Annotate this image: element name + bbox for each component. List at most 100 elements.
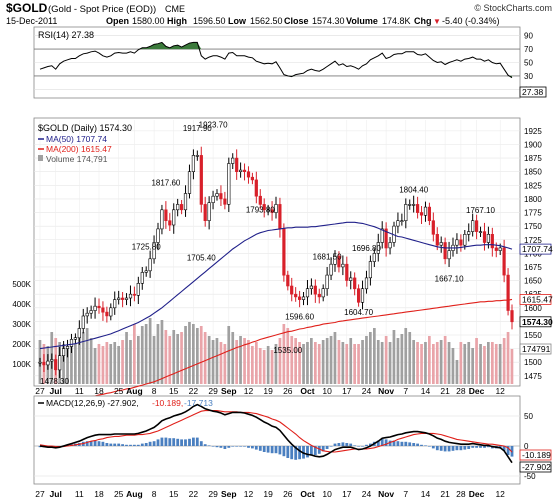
candle-body [180,204,184,211]
macd-histogram-bar [262,446,266,452]
x-axis-label: Sep [221,386,237,396]
candle-body [356,288,361,303]
macd-histogram-bar [428,446,431,447]
candle-body [97,305,101,309]
candle-body [262,204,266,211]
volume-bar [196,328,199,384]
candle-body [89,310,93,314]
volume-tick-label: 300K [12,320,31,329]
macd-histogram-bar [404,441,408,446]
volume-bar [78,336,81,384]
volume-bar [211,340,215,384]
macd-histogram-bar [203,444,207,446]
volume-bar [443,336,447,384]
x-axis-label: Aug [126,489,143,499]
x-axis-label: 18 [94,489,104,499]
x-axis-label: Jul [50,489,62,499]
macd-histogram-bar [286,446,290,458]
macd-histogram-bar [439,446,443,451]
candle-body [408,204,412,206]
candle-body [274,204,278,213]
macd-histogram-bar [400,441,404,446]
volume-bar [235,340,238,384]
candle-body [459,239,463,246]
macd-histogram-bar [243,446,246,447]
candle-body [156,228,160,243]
price-tick-label: 1875 [524,154,542,163]
x-axis-label: Oct [300,489,314,499]
volume-bar [85,328,89,384]
volume-bar [388,342,392,384]
x-axis-label: 12 [244,386,254,396]
candle-body [46,360,50,366]
macd-histogram-bar [247,446,250,448]
candle-body [341,263,345,268]
volume-bar [101,346,105,384]
macd-histogram-bar [317,446,321,454]
volume-bar [140,326,144,384]
price-annotation: 1923.70 [199,121,228,130]
volume-bar [353,344,356,384]
macd-histogram-bar [207,445,211,446]
x-axis-label: Aug [126,386,143,396]
candle-body [168,220,172,226]
candle-body [54,359,58,371]
volume-bar [188,322,191,384]
price-tick-label: 1475 [524,372,542,381]
candle-body [258,195,262,205]
volume-bar [168,336,172,384]
volume-bar [270,350,274,384]
candle-body [140,272,144,284]
volume-bar [306,342,309,384]
chg-value: -5.40 (-0.34%) [442,16,500,26]
candle-body [278,204,282,230]
price-tick-label: 1825 [524,181,542,190]
legend-ma200: MA(200) 1615.47 [46,144,112,154]
candle-body [423,206,428,216]
macd-histogram-bar [392,440,396,446]
macd-histogram-bar [369,443,372,446]
macd-histogram-bar [219,446,223,448]
candle-body [105,311,109,317]
macd-histogram-bar [321,446,325,452]
x-axis-label: 18 [94,386,104,396]
macd-histogram-bar [349,443,353,446]
candle-body [191,155,196,172]
candle-body [494,247,498,251]
macd-signal-line [39,410,513,453]
macd-histogram-bar [294,446,298,460]
legend-volume: Volume 174,791 [46,154,108,164]
volume-bar [243,338,246,384]
macd-histogram-bar [341,442,345,446]
volume-bar [498,344,502,384]
macd-histogram-bar [361,446,364,447]
macd-histogram-bar [479,446,482,448]
rsi-tick-label: 30 [524,72,533,81]
volume-bar [317,344,321,384]
price-tick-label: 1850 [524,168,542,177]
volume-bar [109,344,113,384]
x-axis-label: 7 [403,489,408,499]
volume-bar [125,332,128,384]
macd-histogram-bar [435,446,439,451]
volume-bar [137,336,140,384]
candle-body [81,315,85,329]
macd-histogram-bar [487,446,490,448]
candle-body [219,193,223,200]
x-axis-label: Nov [378,386,394,396]
macd-histogram-bar [105,443,109,446]
volume-bar [408,332,412,384]
volume-bar [152,336,156,384]
close-value: 1574.30 [312,16,345,26]
price-annotation: 1596.60 [285,313,314,322]
volume-bar [227,326,231,384]
candle-body [372,253,376,262]
volume-bar [380,342,384,384]
macd-histogram-bar [148,441,152,446]
price-annotation: 1817.60 [151,178,180,187]
volume-bar [203,332,207,384]
price-frame [33,117,521,387]
candle-body [368,261,373,279]
macd-line-tag [519,461,552,473]
candle-body [353,277,357,290]
